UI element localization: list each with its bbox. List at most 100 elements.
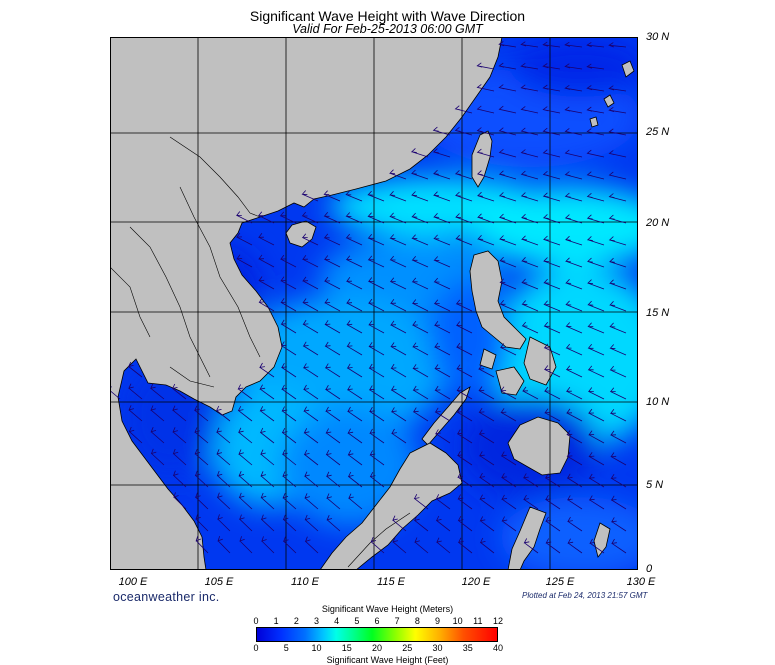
wave-arrow	[301, 233, 319, 246]
wave-arrow	[498, 148, 517, 158]
wave-arrow	[259, 362, 275, 378]
wave-arrow	[238, 449, 253, 466]
wave-arrow	[498, 127, 517, 136]
lon-label-100e: 100 E	[118, 576, 148, 588]
wave-arrow	[412, 320, 429, 334]
wave-arrow	[608, 85, 627, 92]
wave-arrow	[345, 255, 363, 268]
feet-tick-5: 5	[283, 643, 289, 653]
wave-arrow	[216, 427, 231, 444]
wave-arrow	[171, 383, 187, 400]
wave-arrow	[457, 516, 473, 532]
wave-arrow	[586, 236, 605, 246]
wave-arrow	[586, 214, 605, 224]
wave-arrow	[215, 405, 231, 422]
wave-arrow	[566, 408, 583, 422]
wave-arrow	[303, 384, 319, 400]
land-visayas	[479, 348, 497, 370]
wave-arrow	[520, 192, 539, 202]
country-borders	[110, 136, 411, 568]
wave-arrow	[217, 535, 231, 554]
wave-arrow	[543, 235, 561, 246]
wave-arrow	[456, 364, 473, 378]
feet-tick-15: 15	[341, 643, 352, 653]
wave-arrow	[369, 406, 385, 422]
wave-arrow	[542, 84, 561, 92]
wave-arrow	[521, 278, 539, 290]
wave-arrow	[412, 385, 429, 400]
wave-arrow	[477, 191, 495, 202]
wave-arrow	[433, 277, 451, 290]
wave-arrow	[544, 386, 561, 400]
wave-arrow	[542, 214, 561, 224]
wave-arrow	[282, 449, 297, 466]
wave-arrow	[127, 361, 143, 378]
wave-arrow	[498, 170, 517, 180]
wave-arrow	[346, 277, 363, 290]
wave-arrow	[436, 537, 451, 554]
wave-arrow	[434, 342, 451, 356]
wave-arrow	[280, 276, 297, 290]
wave-arrow	[608, 42, 627, 48]
wave-arrow	[392, 537, 407, 554]
wave-arrow	[216, 492, 231, 510]
wave-arrow	[566, 451, 583, 466]
wave-arrow	[457, 450, 473, 466]
wave-arrow	[301, 211, 319, 224]
wave-arrow	[367, 277, 385, 290]
wave-arrow	[411, 191, 429, 202]
wave-arrow	[326, 471, 341, 488]
wave-arrow	[280, 298, 297, 312]
wave-arrow	[433, 299, 451, 312]
wave-arrow	[542, 41, 561, 48]
wave-arrow	[347, 471, 363, 488]
wave-arrow	[281, 406, 297, 422]
meters-tick-4: 4	[334, 616, 340, 626]
wave-arrow	[345, 233, 363, 246]
wave-arrow	[324, 341, 341, 356]
wave-arrow	[301, 190, 319, 202]
wave-arrow	[238, 492, 253, 510]
wave-arrow	[499, 213, 517, 224]
wave-arrow	[542, 127, 561, 136]
wave-arrow	[542, 149, 561, 158]
wave-arrow	[588, 408, 605, 422]
land-taiwan	[471, 130, 493, 188]
wave-arrow	[542, 106, 561, 114]
wave-arrow	[521, 257, 539, 268]
wave-arrow	[611, 517, 627, 532]
wave-arrow	[434, 364, 451, 378]
wave-arrow	[236, 232, 253, 246]
wave-arrow	[565, 300, 583, 312]
wave-arrow	[587, 387, 605, 400]
wave-arrow	[172, 448, 187, 466]
wave-arrow	[414, 537, 429, 554]
wave-arrow	[435, 494, 451, 510]
wave-arrow	[499, 278, 517, 290]
wave-arrow	[239, 514, 253, 532]
wave-arrow	[282, 514, 297, 532]
meters-tick-12: 12	[492, 616, 504, 626]
meters-tick-10: 10	[452, 616, 463, 626]
wave-arrow	[565, 387, 583, 400]
wave-arrow	[457, 537, 473, 554]
wave-arrow	[150, 427, 165, 444]
wave-arrow	[302, 298, 319, 312]
wave-arrow	[390, 320, 407, 334]
wave-arrow	[543, 257, 561, 268]
wave-arrow	[501, 472, 517, 488]
wave-arrow	[323, 255, 341, 268]
wave-arrow	[195, 492, 209, 510]
wave-arrow	[520, 84, 539, 92]
wave-arrow	[282, 471, 297, 488]
wave-arrow	[413, 494, 429, 510]
wave-arrow	[455, 299, 473, 312]
wave-arrow	[370, 537, 385, 554]
wave-arrow	[542, 170, 561, 180]
wave-arrow	[586, 85, 605, 92]
wave-arrow	[567, 495, 583, 510]
wave-arrow	[476, 170, 495, 180]
wave-arrow	[324, 276, 341, 290]
meters-tick-9: 9	[434, 616, 441, 626]
wave-arrow	[279, 211, 297, 224]
